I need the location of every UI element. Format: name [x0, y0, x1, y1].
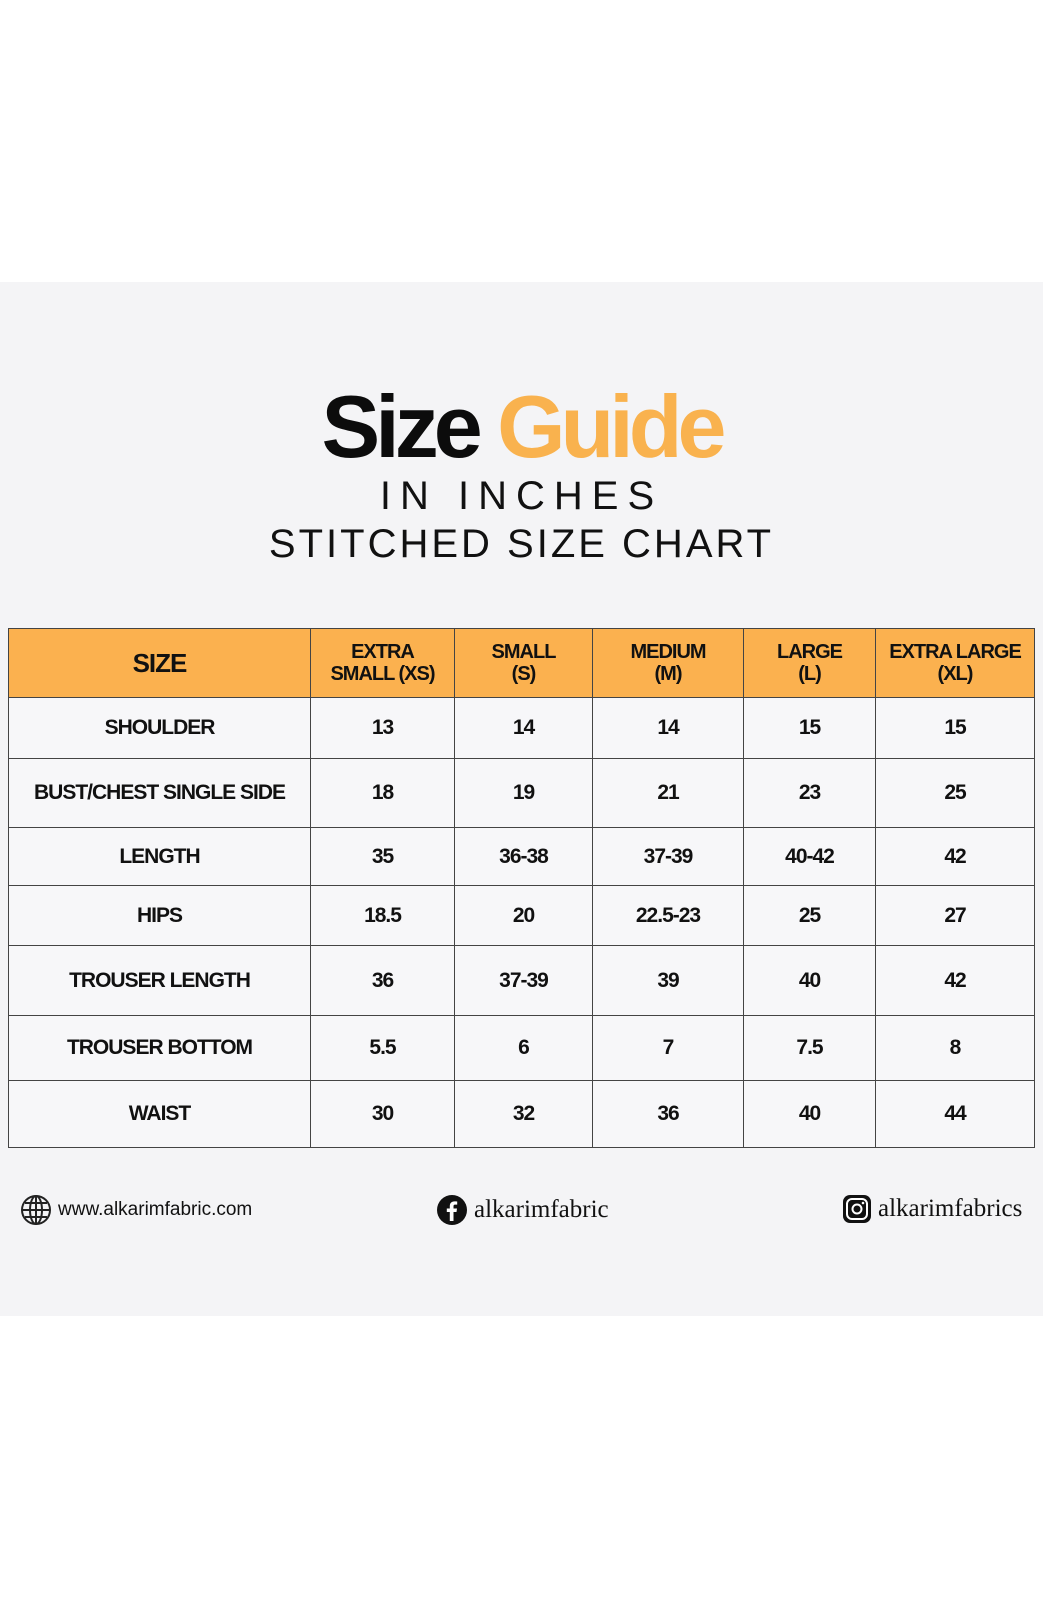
cell: 36 [592, 1080, 744, 1148]
globe-icon [21, 1195, 51, 1225]
cell: 7 [592, 1015, 744, 1081]
cell: 15 [743, 697, 876, 759]
row-label: TROUSER LENGTH [8, 945, 311, 1016]
cell: 21 [592, 758, 744, 828]
header-line: MEDIUM [630, 641, 706, 663]
cell: 18 [310, 758, 455, 828]
website-text: www.alkarimfabric.com [58, 1199, 253, 1220]
row-label: BUST/CHEST SINGLE SIDE [8, 758, 311, 828]
header-line: (M) [654, 663, 683, 685]
cell: 37-39 [592, 827, 744, 886]
header-line: EXTRA [351, 641, 415, 663]
row-label: SHOULDER [8, 697, 311, 759]
cell: 5.5 [310, 1015, 455, 1081]
cell: 22.5-23 [592, 885, 744, 946]
instagram: alkarimfabrics [842, 1194, 1022, 1224]
cell: 6 [454, 1015, 593, 1081]
title: Size Guide [0, 382, 1043, 472]
title-word: Guide [497, 377, 726, 476]
cell: 44 [875, 1080, 1035, 1148]
instagram-icon [843, 1195, 871, 1223]
cell: 18.5 [310, 885, 455, 946]
cell: 19 [454, 758, 593, 828]
cell: 20 [454, 885, 593, 946]
column-header: LARGE (L) [743, 628, 876, 698]
table-row: TROUSER BOTTOM 5.5 6 7 7.5 8 [8, 1015, 1035, 1081]
header-line: (S) [511, 663, 537, 685]
row-label: LENGTH [8, 827, 311, 886]
cell: 30 [310, 1080, 455, 1148]
column-header: EXTRA LARGE (XL) [875, 628, 1035, 698]
cell: 8 [875, 1015, 1035, 1081]
header-line: EXTRA LARGE [889, 641, 1022, 663]
subtitle: IN INCHES [379, 474, 664, 518]
table-row: WAIST 30 32 36 40 44 [8, 1080, 1035, 1148]
table-row: SHOULDER 13 14 14 15 15 [8, 697, 1035, 759]
table-row: BUST/CHEST SINGLE SIDE 18 19 21 23 25 [8, 758, 1035, 828]
cell: 40 [743, 945, 876, 1016]
cell: 35 [310, 827, 455, 886]
table-row: LENGTH 35 36-38 37-39 40-42 42 [8, 827, 1035, 886]
row-label: TROUSER BOTTOM [8, 1015, 311, 1081]
table-row: TROUSER LENGTH 36 37-39 39 40 42 [8, 945, 1035, 1016]
cell: 23 [743, 758, 876, 828]
header-line: LARGE [777, 641, 843, 663]
cell: 15 [875, 697, 1035, 759]
cell: 25 [743, 885, 876, 946]
instagram-text: alkarimfabrics [878, 1195, 1023, 1222]
cell: 13 [310, 697, 455, 759]
header-row: SIZE EXTRA SMALL (XS) SMALL (S) MEDIUM (M) LARG… [8, 628, 1035, 698]
header-line: (L) [798, 663, 822, 685]
cell: 39 [592, 945, 744, 1016]
table-row: HIPS 18.5 20 22.5-23 25 27 [8, 885, 1035, 946]
cell: 27 [875, 885, 1035, 946]
cell: 40 [743, 1080, 876, 1148]
cell: 40-42 [743, 827, 876, 886]
row-label: HIPS [8, 885, 311, 946]
header-line: SIZE [132, 648, 188, 678]
cell: 32 [454, 1080, 593, 1148]
facebook: alkarimfabric [436, 1194, 609, 1226]
cell: 42 [875, 827, 1035, 886]
column-header: SIZE [8, 628, 311, 698]
header-line: SMALL [491, 641, 557, 663]
cell: 37-39 [454, 945, 593, 1016]
column-header: SMALL (S) [454, 628, 593, 698]
cell: 14 [592, 697, 744, 759]
cell: 36 [310, 945, 455, 1016]
header-line: (XL) [937, 663, 974, 685]
cell: 36-38 [454, 827, 593, 886]
cell: 14 [454, 697, 593, 759]
header-line: SMALL (XS) [330, 663, 435, 685]
cell: 7.5 [743, 1015, 876, 1081]
facebook-icon [437, 1195, 467, 1225]
chart-name: STITCHED SIZE CHART [268, 522, 775, 566]
row-label: WAIST [8, 1080, 311, 1148]
website: www.alkarimfabric.com [20, 1194, 252, 1226]
cell: 25 [875, 758, 1035, 828]
column-header: EXTRA SMALL (XS) [310, 628, 455, 698]
title-word: Size [321, 377, 483, 476]
cell: 42 [875, 945, 1035, 1016]
facebook-text: alkarimfabric [474, 1196, 609, 1223]
size-table: SIZE EXTRA SMALL (XS) SMALL (S) MEDIUM (M) LARG… [8, 628, 1035, 1148]
column-header: MEDIUM (M) [592, 628, 744, 698]
